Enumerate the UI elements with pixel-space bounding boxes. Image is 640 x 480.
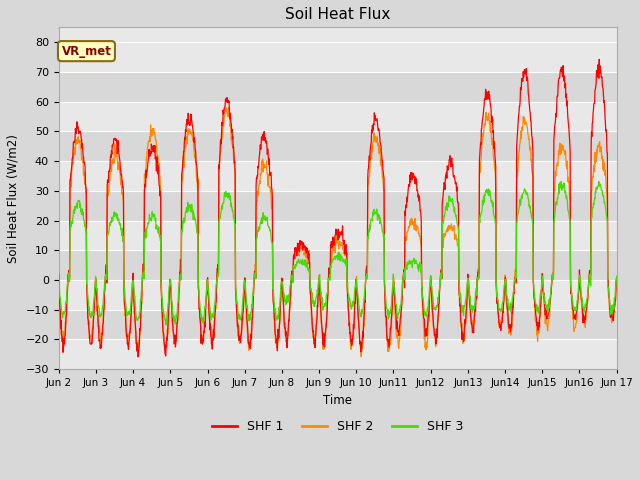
Y-axis label: Soil Heat Flux (W/m2): Soil Heat Flux (W/m2)	[7, 134, 20, 263]
Bar	[59, 132, 617, 161]
Text: VR_met: VR_met	[61, 45, 111, 58]
Title: Soil Heat Flux: Soil Heat Flux	[285, 7, 390, 22]
Bar	[59, 102, 617, 132]
Bar	[59, 191, 617, 220]
Bar	[59, 220, 617, 250]
Bar	[59, 250, 617, 280]
X-axis label: Time: Time	[323, 394, 352, 407]
Bar	[59, 310, 617, 339]
Bar	[59, 42, 617, 72]
Bar	[59, 339, 617, 369]
Bar	[59, 280, 617, 310]
Legend: SHF 1, SHF 2, SHF 3: SHF 1, SHF 2, SHF 3	[207, 415, 468, 438]
Bar	[59, 72, 617, 102]
Bar	[59, 161, 617, 191]
